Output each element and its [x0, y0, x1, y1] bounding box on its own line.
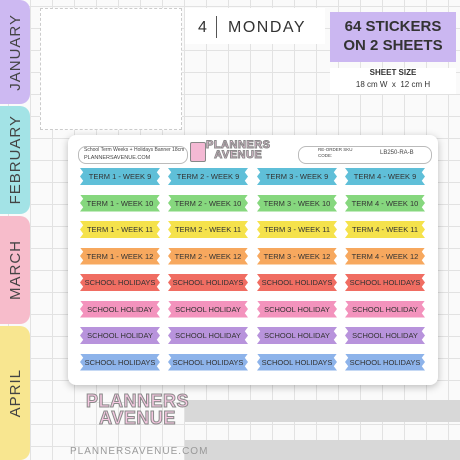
- sticker: SCHOOL HOLIDAY: [345, 300, 425, 318]
- day-number: 4: [198, 19, 207, 36]
- month-label: FEBRUARY: [6, 115, 24, 205]
- gray-band: [185, 400, 460, 422]
- sticker: SCHOOL HOLIDAYS: [168, 274, 248, 291]
- sku: LB250-RA-B: [380, 150, 414, 156]
- size-value: 18 cm W x 12 cm H: [355, 80, 431, 89]
- header-pill: [78, 146, 188, 164]
- sticker: SCHOOL HOLIDAY: [168, 300, 248, 318]
- divider: [216, 16, 217, 38]
- month-tab: JANUARY: [0, 0, 30, 104]
- sticker: TERM 3 - WEEK 10: [257, 194, 337, 212]
- sticker: SCHOOL HOLIDAY: [345, 327, 425, 344]
- sticker: TERM 4 - WEEK 9: [345, 168, 425, 185]
- sticker: SCHOOL HOLIDAY: [257, 300, 337, 318]
- month-label: APRIL: [6, 368, 24, 418]
- badge-line: ON 2 SHEETS: [343, 37, 443, 54]
- logo-line: PLANNERS: [85, 391, 190, 411]
- sticker: TERM 1 - WEEK 12: [80, 247, 160, 265]
- footer-website: PLANNERSAVENUE.COM: [70, 446, 209, 457]
- sticker: SCHOOL HOLIDAYS: [257, 274, 337, 291]
- month-tab: FEBRUARY: [0, 106, 30, 214]
- sticker: TERM 4 - WEEK 11: [345, 221, 425, 238]
- month-tab: APRIL: [0, 326, 30, 460]
- sticker: TERM 3 - WEEK 9: [257, 168, 337, 185]
- size-box: [330, 68, 456, 94]
- sticker: SCHOOL HOLIDAY: [80, 327, 160, 344]
- sticker: SCHOOL HOLIDAY: [80, 300, 160, 318]
- sticker: SCHOOL HOLIDAYS: [80, 353, 160, 371]
- month-label: MARCH: [6, 240, 24, 300]
- size-label: SHEET SIZE: [369, 68, 417, 77]
- sticker: SCHOOL HOLIDAYS: [257, 353, 337, 371]
- sticker: SCHOOL HOLIDAYS: [345, 353, 425, 371]
- sheet-logo: PLANNERS AVENUE: [206, 139, 271, 162]
- sticker: SCHOOL HOLIDAYS: [80, 274, 160, 291]
- badge-line: 64 STICKERS: [344, 18, 442, 36]
- sticker: SCHOOL HOLIDAY: [168, 327, 248, 344]
- sticker: TERM 4 - WEEK 10: [345, 194, 425, 212]
- logo-line: PLANNERS: [206, 139, 271, 152]
- day-name: MONDAY: [228, 19, 307, 36]
- sticker: SCHOOL HOLIDAYS: [168, 353, 248, 371]
- sticker: TERM 2 - WEEK 12: [168, 247, 248, 265]
- badge: 64 STICKERS ON 2 SHEETS: [330, 12, 456, 62]
- sheet-website: PLANNERSAVENUE.COM: [84, 155, 151, 161]
- sticker: SCHOOL HOLIDAYS: [345, 274, 425, 291]
- sticker: TERM 3 - WEEK 11: [257, 221, 337, 238]
- notes-box: [40, 8, 182, 130]
- footer-logo: PLANNERS AVENUE: [85, 391, 190, 429]
- sticker: TERM 1 - WEEK 10: [80, 194, 160, 212]
- sticker: SCHOOL HOLIDAY: [257, 327, 337, 344]
- sticker: TERM 3 - WEEK 12: [257, 247, 337, 265]
- day-header: [185, 8, 325, 44]
- planner-icon: [190, 142, 206, 162]
- reorder-label: RE-ORDER SKU CODE:: [318, 147, 353, 158]
- month-label: JANUARY: [6, 13, 24, 91]
- logo-line: AVENUE: [214, 149, 263, 162]
- sticker: TERM 2 - WEEK 11: [168, 221, 248, 238]
- month-tab: MARCH: [0, 216, 30, 324]
- sticker: TERM 1 - WEEK 9: [80, 168, 160, 185]
- header-pill: [298, 146, 432, 164]
- sheet-description: School Term Weeks + Holidays Banner 18cm: [84, 147, 185, 153]
- logo-line: AVENUE: [99, 408, 176, 429]
- sticker: TERM 4 - WEEK 12: [345, 247, 425, 265]
- sticker: TERM 2 - WEEK 9: [168, 168, 248, 185]
- gray-band: [185, 440, 460, 460]
- sticker: TERM 1 - WEEK 11: [80, 221, 160, 238]
- sticker: TERM 2 - WEEK 10: [168, 194, 248, 212]
